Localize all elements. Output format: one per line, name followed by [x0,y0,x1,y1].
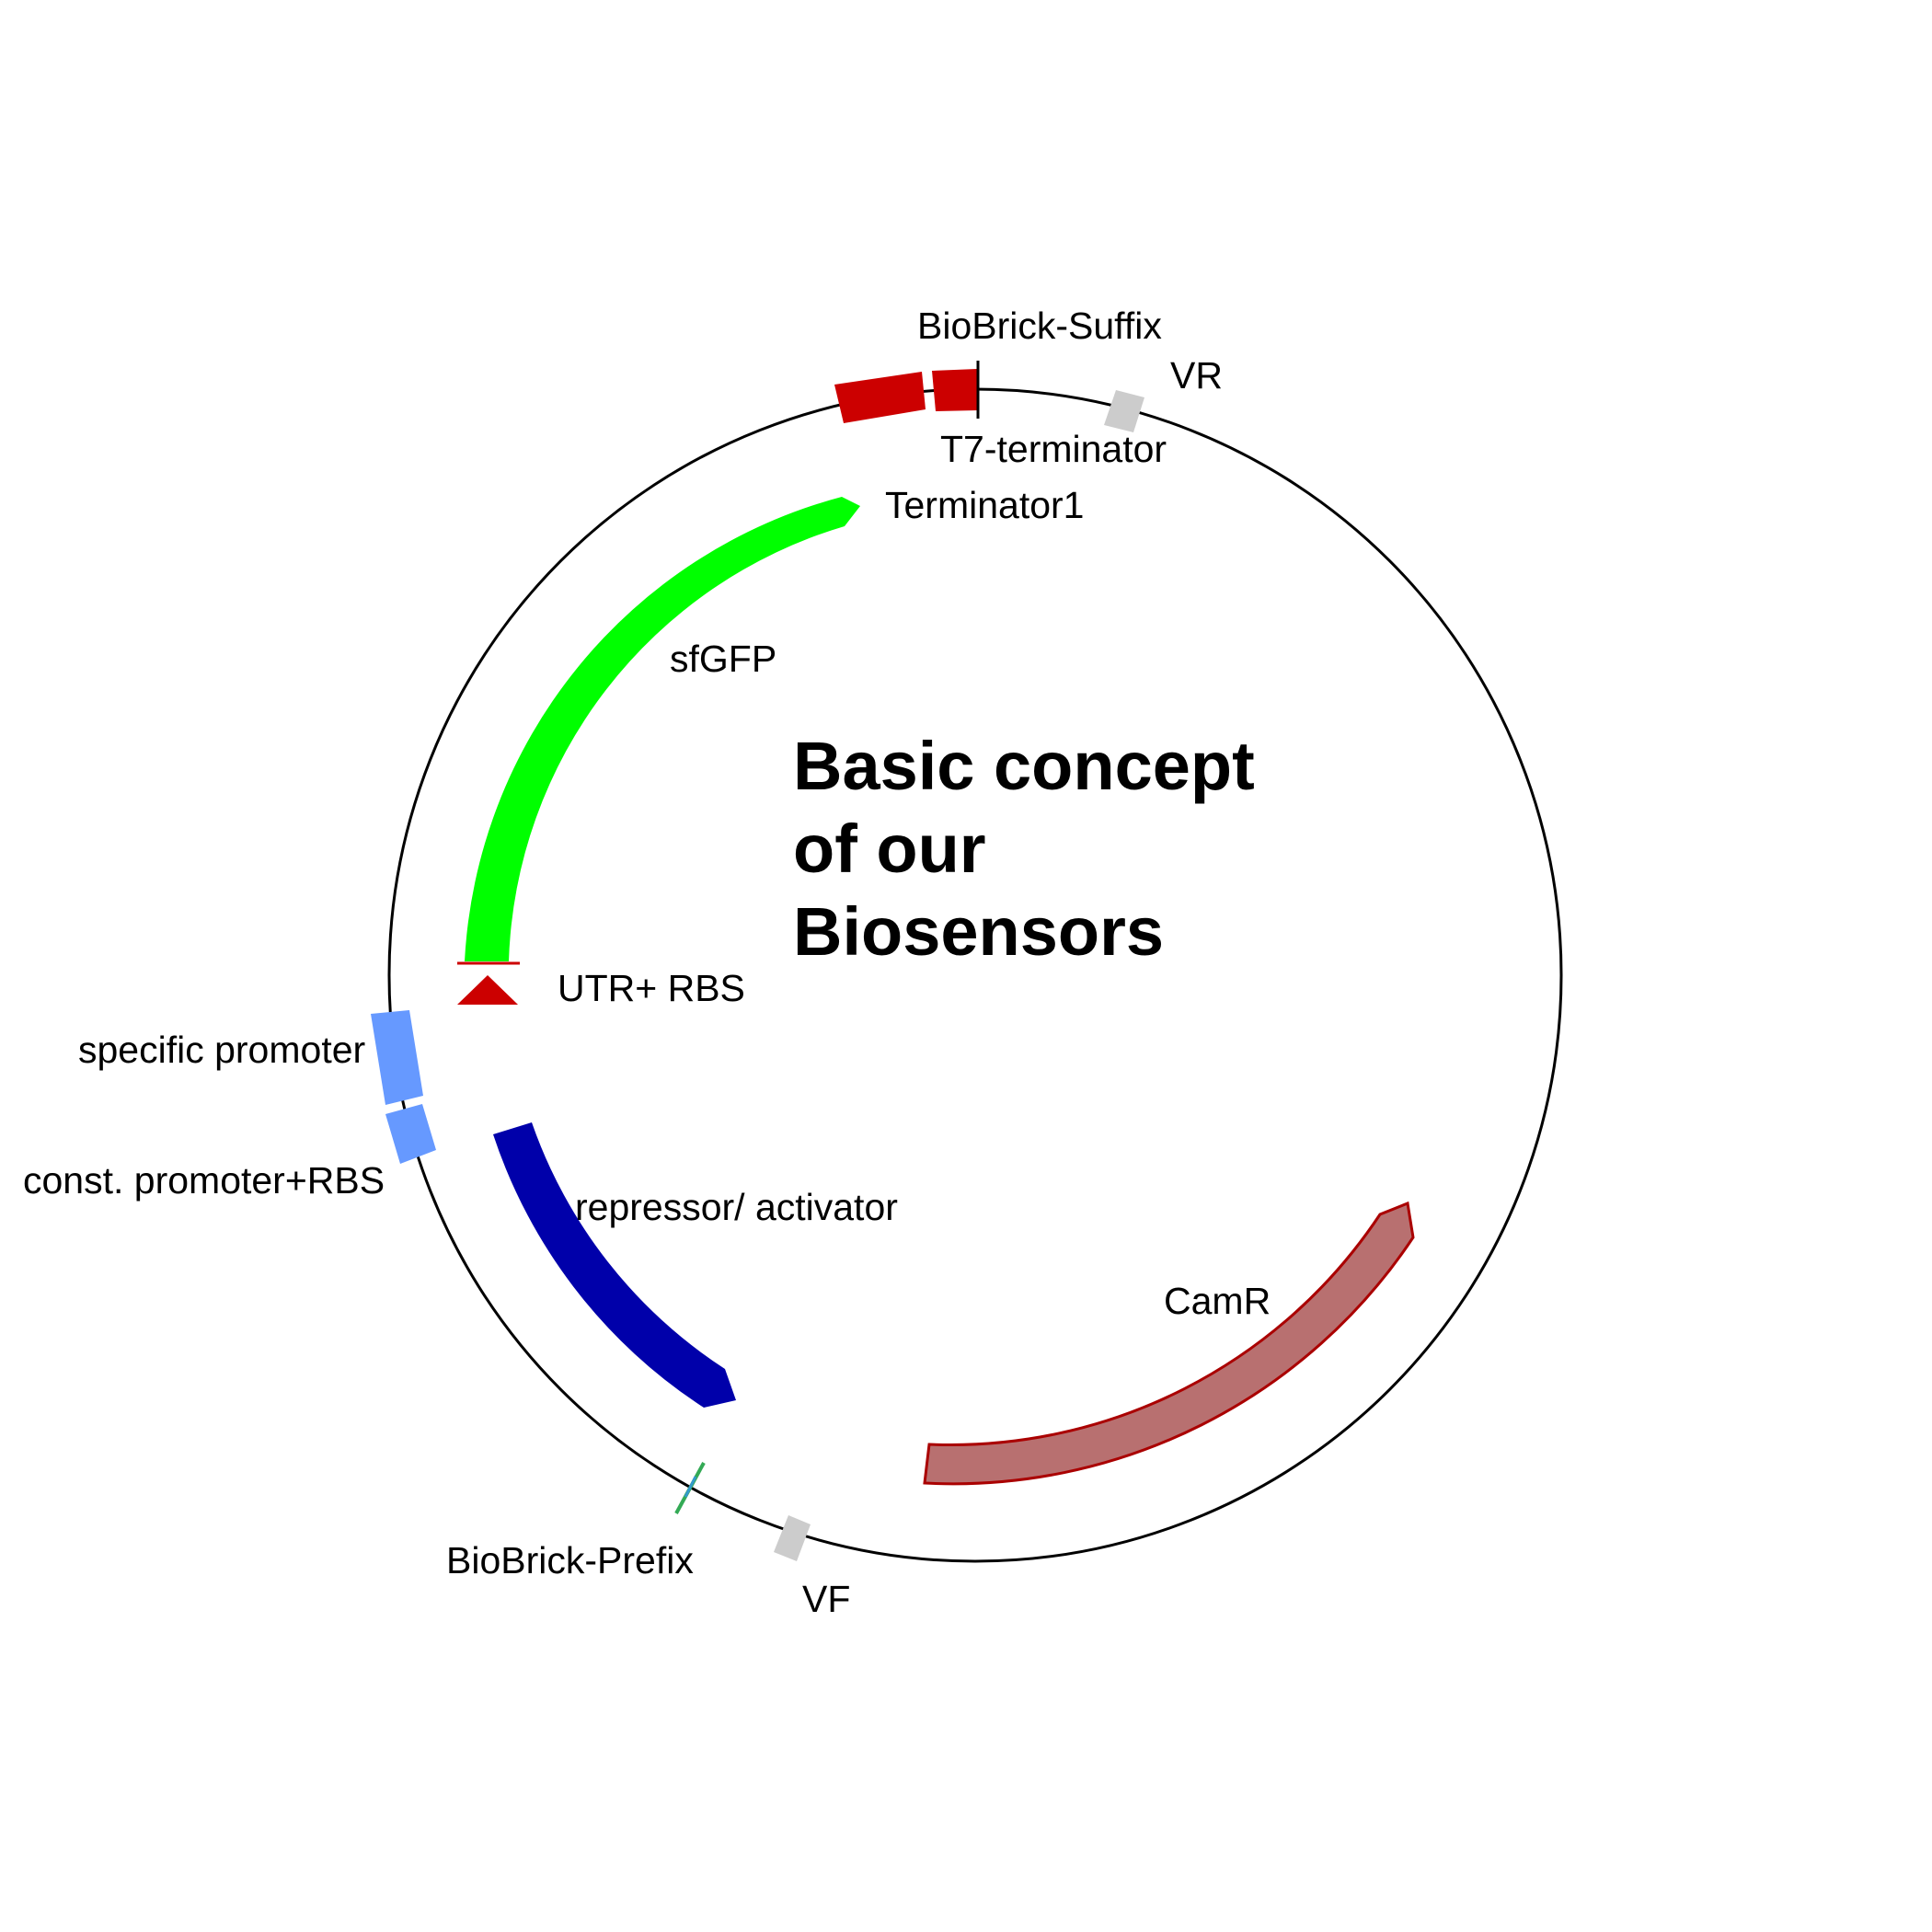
biobrick-suffix-block-1 [834,372,926,423]
utr-rbs-triangle [457,975,518,1005]
vf-marker [774,1515,811,1561]
label-const-promoter-rbs: const. promoter+RBS [23,1159,385,1202]
label-biobrick-prefix: BioBrick-Prefix [446,1539,694,1581]
title-line-3: Biosensors [793,893,1164,970]
label-t7-terminator: T7-terminator [940,428,1167,470]
label-terminator1: Terminator1 [885,484,1084,526]
label-vf: VF [802,1578,850,1620]
title-line-1: Basic concept [793,728,1255,804]
label-specific-promoter: specific promoter [78,1029,365,1071]
title-line-2: of our [793,811,986,887]
label-vr: VR [1170,354,1223,397]
label-camr: CamR [1164,1280,1271,1322]
sfgfp-arrow [465,497,860,961]
label-utr-rbs: UTR+ RBS [558,967,745,1009]
camr-arrow [923,1201,1415,1486]
repressor-activator-arrow [493,1122,736,1408]
biobrick-suffix-block-2 [932,369,978,411]
label-biobrick-suffix: BioBrick-Suffix [917,305,1162,347]
biobrick-prefix-marker-inner [684,1476,697,1498]
const-promoter-block [385,1104,436,1164]
vr-marker [1104,390,1144,432]
label-sfgfp: sfGFP [670,638,776,680]
label-repressor-activator: repressor/ activator [575,1186,898,1228]
specific-promoter-block [371,1010,423,1105]
